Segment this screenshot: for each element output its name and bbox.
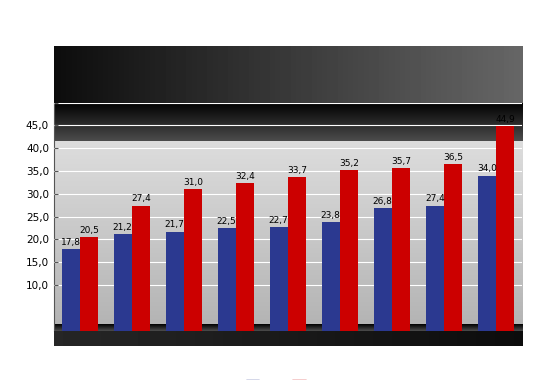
Bar: [426, 206, 444, 331]
Bar: [80, 237, 98, 331]
Bar: [444, 164, 462, 331]
Bar: [132, 206, 150, 331]
Bar: [236, 183, 254, 331]
Bar: [184, 189, 202, 331]
Text: 21,2: 21,2: [113, 223, 132, 232]
Text: 33,7: 33,7: [287, 166, 307, 175]
Bar: [478, 176, 496, 331]
Text: 27,4: 27,4: [131, 195, 151, 203]
Text: 21,7: 21,7: [165, 220, 185, 230]
Text: 17,8: 17,8: [61, 238, 81, 247]
Bar: [166, 232, 184, 331]
Bar: [270, 227, 288, 331]
Text: 26,8: 26,8: [373, 197, 393, 206]
Legend: BA, RS: BA, RS: [243, 376, 333, 380]
Text: 20,5: 20,5: [79, 226, 99, 235]
Bar: [392, 168, 410, 331]
Text: 22,7: 22,7: [269, 216, 288, 225]
Text: 32,4: 32,4: [235, 172, 255, 180]
Text: 34,0: 34,0: [477, 164, 497, 173]
Bar: [288, 177, 306, 331]
Bar: [62, 249, 80, 331]
Text: 23,8: 23,8: [321, 211, 341, 220]
Text: 31,0: 31,0: [183, 178, 203, 187]
Text: 36,5: 36,5: [443, 153, 463, 162]
Bar: [114, 234, 132, 331]
Text: 44,9: 44,9: [495, 115, 515, 124]
Bar: [340, 170, 358, 331]
Text: 35,7: 35,7: [391, 157, 411, 166]
Bar: [373, 208, 392, 331]
Bar: [322, 222, 340, 331]
Text: 27,4: 27,4: [425, 195, 444, 203]
Text: 35,2: 35,2: [339, 159, 359, 168]
Bar: [217, 228, 236, 331]
Text: 22,5: 22,5: [217, 217, 237, 226]
Bar: [496, 126, 514, 331]
